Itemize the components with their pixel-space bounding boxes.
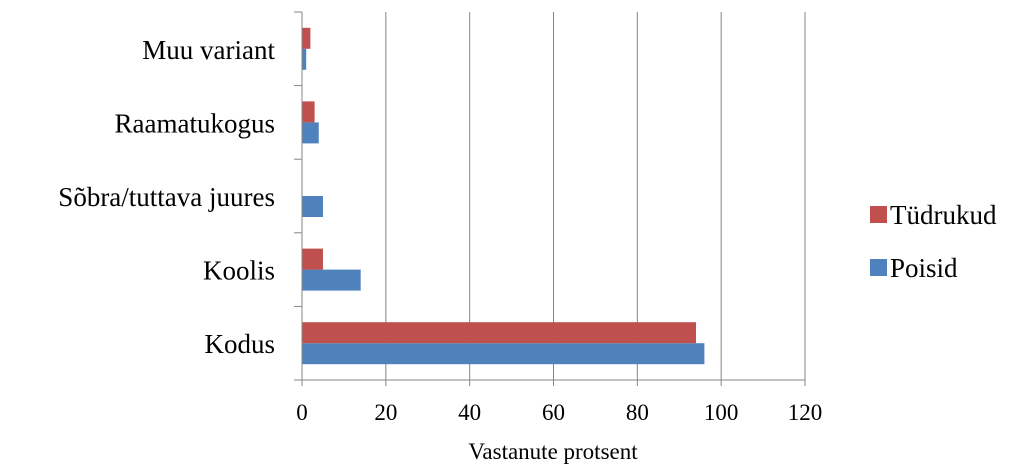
grid-lines	[385, 12, 806, 380]
legend-label-tüdrukud: Tüdrukud	[890, 200, 997, 230]
bars	[302, 27, 705, 365]
x-tick-label-80: 80	[626, 400, 649, 425]
category-label-raamatukogus: Raamatukogus	[115, 108, 275, 138]
category-label-sõbra-tuttava-juures: Sõbra/tuttava juures	[58, 182, 275, 212]
tick-labels: 0 20 40 60 80 100 120	[296, 400, 822, 425]
axes	[294, 11, 806, 386]
category-label-koolis: Koolis	[203, 256, 275, 286]
bar-poisid-sõbra-tuttava-juures	[302, 196, 323, 217]
x-tick-label-0: 0	[296, 400, 308, 425]
bar-poisid-kodus	[302, 343, 705, 365]
x-tick-label-40: 40	[458, 400, 481, 425]
legend: Tüdrukud Poisid	[870, 200, 997, 283]
x-tick-label-20: 20	[374, 400, 397, 425]
x-tick-label-60: 60	[542, 400, 565, 425]
bar-tüdrukud-kodus	[302, 322, 697, 344]
legend-label-poisid: Poisid	[890, 253, 958, 283]
bar-poisid-raamatukogus	[302, 122, 319, 144]
bar-tüdrukud-muu-variant	[302, 27, 311, 49]
category-label-kodus: Kodus	[204, 329, 275, 359]
x-tick-label-100: 100	[704, 400, 739, 425]
x-axis-title: Vastanute protsent	[468, 439, 638, 464]
bar-poisid-muu-variant	[302, 48, 307, 70]
category-labels: Kodus Koolis Sõbra/tuttava juures Raamatuko…	[58, 35, 275, 359]
bar-poisid-koolis	[302, 269, 361, 291]
category-label-muu-variant: Muu variant	[142, 35, 275, 65]
legend-swatch-poisid	[870, 259, 887, 276]
x-tick-label-120: 120	[788, 400, 823, 425]
bar-tüdrukud-koolis	[302, 248, 323, 270]
bar-tüdrukud-raamatukogus	[302, 101, 315, 123]
legend-swatch-tüdrukud	[870, 206, 887, 223]
